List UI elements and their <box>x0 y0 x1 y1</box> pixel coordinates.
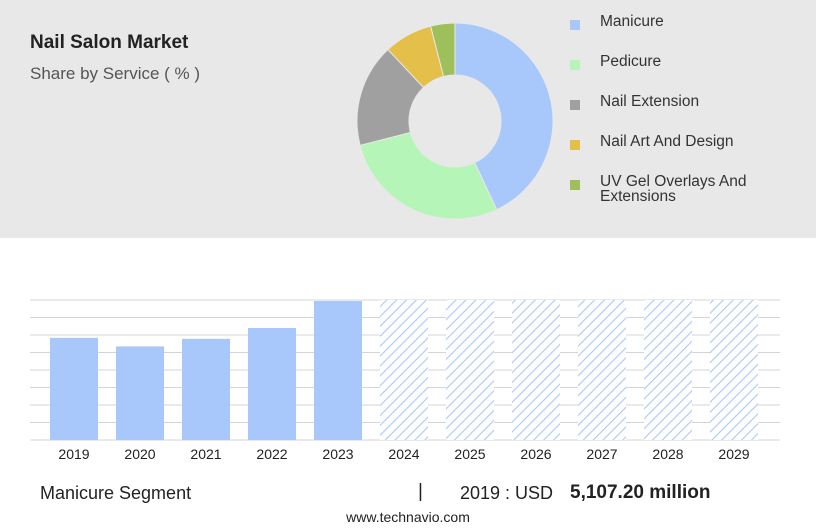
footer-value: 5,107.20 million <box>570 482 711 503</box>
legend-swatch <box>570 180 580 190</box>
legend-swatch <box>570 140 580 150</box>
x-tick-label: 2026 <box>520 446 551 462</box>
donut-chart <box>356 22 554 220</box>
bar <box>314 301 362 440</box>
forecast-bar <box>710 300 758 440</box>
legend-label: Pedicure <box>600 53 662 70</box>
chart-subtitle: Share by Service ( % ) <box>30 64 201 83</box>
bar <box>248 328 296 440</box>
legend: Manicure Pedicure Nail Extension Nail Art A… <box>570 12 810 212</box>
x-tick-label: 2023 <box>322 446 353 462</box>
x-tick-label: 2024 <box>388 446 419 462</box>
forecast-bar <box>380 300 428 440</box>
footer-year-label: 2019 : USD <box>460 483 554 503</box>
x-tick-label: 2028 <box>652 446 683 462</box>
x-tick-label: 2022 <box>256 446 287 462</box>
x-tick-label: 2029 <box>718 446 749 462</box>
legend-label: UV Gel Overlays And Extensions <box>600 173 747 205</box>
bar-chart: 2019 2020 2021 2022 2023 2024 2025 2026 2027 2028… <box>30 299 780 462</box>
x-tick-label: 2020 <box>124 446 155 462</box>
footer-separator: | <box>418 481 423 502</box>
legend-label: Nail Art And Design <box>600 133 734 150</box>
x-tick-label: 2025 <box>454 446 485 462</box>
forecast-bar <box>578 300 626 440</box>
forecast-bar <box>512 300 560 440</box>
legend-swatch <box>570 60 580 70</box>
x-tick-label: 2021 <box>190 446 221 462</box>
forecast-bar <box>446 300 494 440</box>
donut-hole <box>409 75 501 167</box>
x-tick-label: 2019 <box>58 446 89 462</box>
legend-swatch <box>570 20 580 30</box>
forecast-bar <box>644 300 692 440</box>
bar <box>116 346 164 440</box>
legend-label: Nail Extension <box>600 93 700 110</box>
legend-item: Manicure <box>570 12 810 52</box>
bar <box>182 338 230 440</box>
x-tick-label: 2027 <box>586 446 617 462</box>
donut-slice <box>359 131 498 220</box>
legend-label: Manicure <box>600 13 664 30</box>
legend-item: UV Gel Overlays And Extensions <box>570 172 810 212</box>
legend-item: Nail Art And Design <box>570 132 810 172</box>
bar <box>50 337 98 440</box>
segment-label: Manicure Segment <box>40 483 192 503</box>
site-url[interactable]: www.technavio.com <box>346 509 470 525</box>
chart-title: Nail Salon Market <box>30 32 189 53</box>
legend-item: Nail Extension <box>570 92 810 132</box>
legend-swatch <box>570 100 580 110</box>
legend-item: Pedicure <box>570 52 810 92</box>
